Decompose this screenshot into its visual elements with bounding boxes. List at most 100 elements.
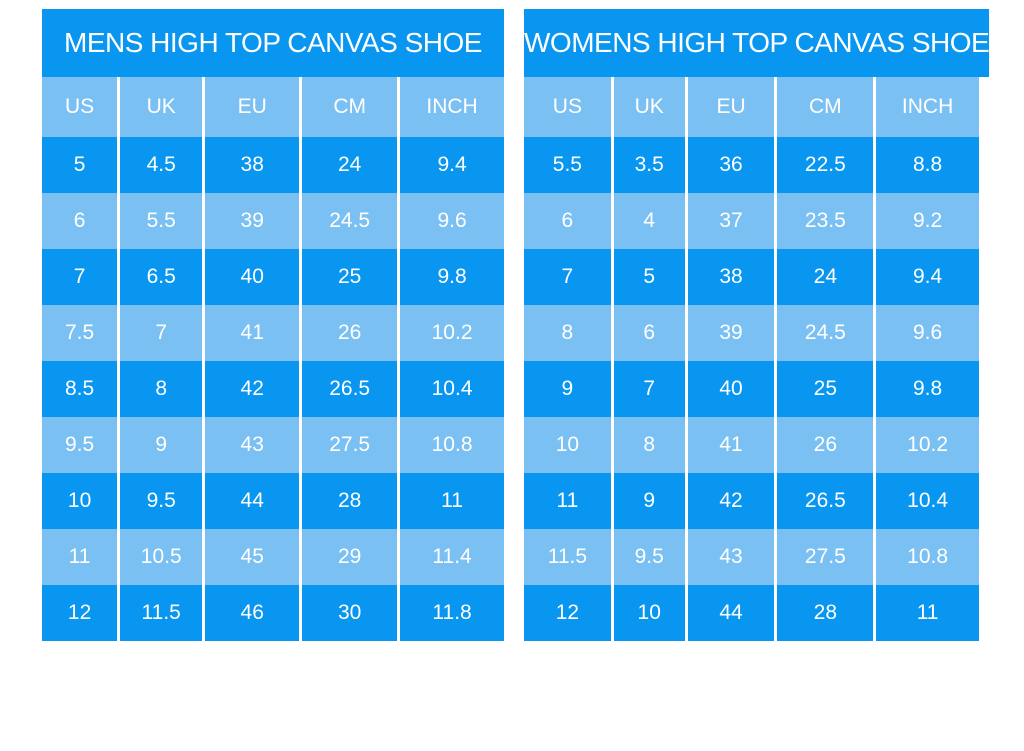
size-cell: 27.5 [777, 529, 874, 585]
size-cell: 11 [42, 529, 118, 585]
size-cell: 39 [205, 193, 300, 249]
size-cell: 30 [302, 585, 398, 641]
size-cell: 7 [613, 361, 685, 417]
womens-size-table: WOMENS HIGH TOP CANVAS SHOE US UK EU CM … [524, 9, 990, 641]
size-cell: 40 [687, 361, 775, 417]
size-cell: 28 [302, 473, 398, 529]
size-cell: 10.2 [876, 417, 979, 473]
size-cell: 29 [302, 529, 398, 585]
size-cell: 38 [205, 137, 300, 193]
size-cell: 10 [524, 417, 611, 473]
size-cell: 5 [42, 137, 118, 193]
column-header-uk: UK [120, 77, 203, 137]
size-cell: 7.5 [42, 305, 118, 361]
column-header-inch: INCH [876, 77, 979, 137]
size-cell: 9.6 [400, 193, 504, 249]
size-cell: 26.5 [777, 473, 874, 529]
size-cell: 5.5 [120, 193, 203, 249]
size-cell: 7 [524, 249, 611, 305]
size-cell: 8.5 [42, 361, 118, 417]
column-header-uk: UK [613, 77, 685, 137]
size-cell: 43 [687, 529, 775, 585]
size-cell: 24 [302, 137, 398, 193]
size-cell: 42 [205, 361, 300, 417]
size-cell: 8 [120, 361, 203, 417]
size-cell: 10.4 [400, 361, 504, 417]
mens-size-table: MENS HIGH TOP CANVAS SHOE US UK EU CM IN… [42, 9, 504, 641]
womens-table-title: WOMENS HIGH TOP CANVAS SHOE [524, 9, 990, 77]
size-cell: 5.5 [524, 137, 611, 193]
size-cell: 37 [687, 193, 775, 249]
size-cell: 9 [120, 417, 203, 473]
size-cell: 45 [205, 529, 300, 585]
column-header-cm: CM [777, 77, 874, 137]
size-cell: 4 [613, 193, 685, 249]
size-cell: 24.5 [302, 193, 398, 249]
column-header-cm: CM [302, 77, 398, 137]
size-cell: 40 [205, 249, 300, 305]
size-cell: 39 [687, 305, 775, 361]
column-header-us: US [42, 77, 118, 137]
column-header-inch: INCH [400, 77, 504, 137]
size-cell: 9.8 [876, 361, 979, 417]
size-cell: 9.5 [613, 529, 685, 585]
size-cell: 9.2 [876, 193, 979, 249]
womens-table-grid: US UK EU CM INCH 5.5 3.5 36 22.5 8.8 6 4… [524, 77, 979, 641]
size-cell: 9 [524, 361, 611, 417]
size-cell: 5 [613, 249, 685, 305]
size-cell: 44 [205, 473, 300, 529]
size-cell: 11.8 [400, 585, 504, 641]
size-cell: 41 [687, 417, 775, 473]
size-charts-container: MENS HIGH TOP CANVAS SHOE US UK EU CM IN… [42, 9, 990, 641]
size-cell: 11.5 [524, 529, 611, 585]
column-header-us: US [524, 77, 611, 137]
size-cell: 10.2 [400, 305, 504, 361]
size-cell: 3.5 [613, 137, 685, 193]
size-cell: 11.5 [120, 585, 203, 641]
size-cell: 11 [400, 473, 504, 529]
size-cell: 26 [777, 417, 874, 473]
size-cell: 9 [613, 473, 685, 529]
size-cell: 36 [687, 137, 775, 193]
size-cell: 6 [613, 305, 685, 361]
size-cell: 26.5 [302, 361, 398, 417]
size-cell: 11 [876, 585, 979, 641]
size-cell: 42 [687, 473, 775, 529]
size-cell: 10.8 [876, 529, 979, 585]
size-cell: 12 [524, 585, 611, 641]
size-cell: 10.8 [400, 417, 504, 473]
size-cell: 12 [42, 585, 118, 641]
size-cell: 22.5 [777, 137, 874, 193]
size-cell: 6 [42, 193, 118, 249]
size-cell: 44 [687, 585, 775, 641]
mens-table-grid: US UK EU CM INCH 5 4.5 38 24 9.4 6 5.5 3… [42, 77, 504, 641]
size-cell: 9.5 [120, 473, 203, 529]
size-cell: 43 [205, 417, 300, 473]
size-cell: 28 [777, 585, 874, 641]
size-cell: 25 [777, 361, 874, 417]
size-cell: 26 [302, 305, 398, 361]
size-cell: 9.4 [400, 137, 504, 193]
column-header-eu: EU [205, 77, 300, 137]
size-cell: 11 [524, 473, 611, 529]
size-cell: 7 [120, 305, 203, 361]
size-cell: 27.5 [302, 417, 398, 473]
size-cell: 6 [524, 193, 611, 249]
size-cell: 23.5 [777, 193, 874, 249]
size-cell: 25 [302, 249, 398, 305]
size-cell: 8.8 [876, 137, 979, 193]
size-cell: 38 [687, 249, 775, 305]
size-cell: 41 [205, 305, 300, 361]
mens-table-title: MENS HIGH TOP CANVAS SHOE [42, 9, 504, 77]
size-cell: 10.4 [876, 473, 979, 529]
size-cell: 10 [613, 585, 685, 641]
size-cell: 10 [42, 473, 118, 529]
size-cell: 4.5 [120, 137, 203, 193]
size-cell: 9.4 [876, 249, 979, 305]
size-cell: 8 [524, 305, 611, 361]
size-cell: 6.5 [120, 249, 203, 305]
size-cell: 24.5 [777, 305, 874, 361]
size-cell: 10.5 [120, 529, 203, 585]
size-cell: 46 [205, 585, 300, 641]
size-cell: 7 [42, 249, 118, 305]
